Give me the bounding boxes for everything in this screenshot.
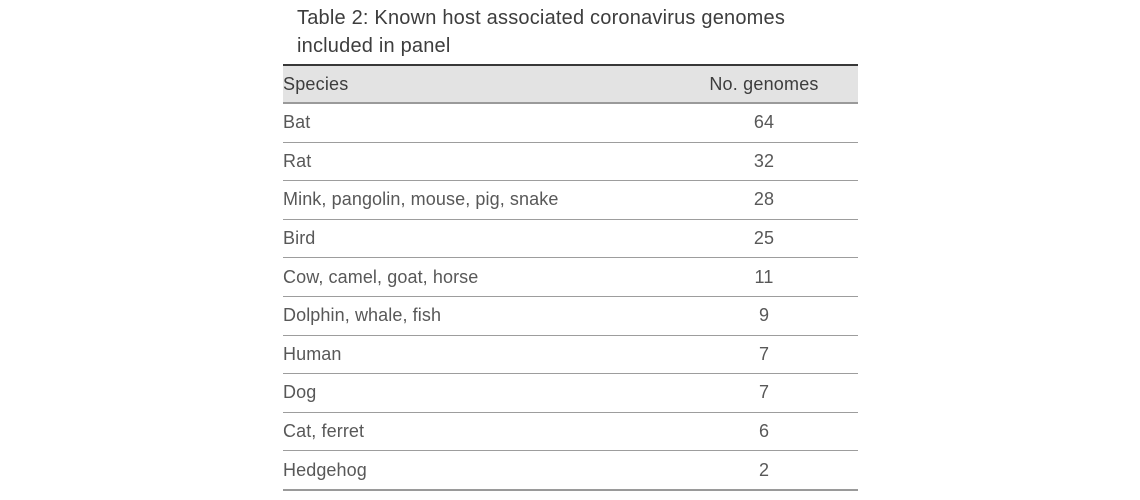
table-header: Species No. genomes bbox=[283, 65, 858, 104]
species-cell: Mink, pangolin, mouse, pig, snake bbox=[283, 180, 670, 220]
species-cell: Rat bbox=[283, 142, 670, 182]
table-row: Mink, pangolin, mouse, pig, snake 28 bbox=[283, 180, 858, 220]
column-header-genomes: No. genomes bbox=[670, 65, 858, 104]
species-cell: Dolphin, whale, fish bbox=[283, 296, 670, 336]
header-row: Species No. genomes bbox=[283, 65, 858, 104]
table-row: Hedgehog 2 bbox=[283, 451, 858, 490]
species-cell: Hedgehog bbox=[283, 459, 367, 480]
table-row: Bird 25 bbox=[283, 219, 858, 259]
genome-count-cell: 11 bbox=[670, 257, 858, 297]
species-cell: Dog bbox=[283, 373, 670, 413]
genome-count-cell: 9 bbox=[670, 296, 858, 336]
table-caption: Table 2: Known host associated coronavir… bbox=[297, 7, 786, 57]
table-row: Rat 32 bbox=[283, 142, 858, 182]
species-cell: Cow, camel, goat, horse bbox=[283, 257, 670, 297]
genome-count-cell: 7 bbox=[670, 373, 858, 413]
species-cell: Human bbox=[283, 335, 670, 375]
column-header-species: Species bbox=[283, 65, 670, 104]
genome-count-cell: 28 bbox=[670, 180, 858, 220]
table-row: Dog 7 bbox=[283, 373, 858, 413]
genomes-table: Species No. genomes Bat 64 Rat 32 Mink, pang… bbox=[283, 64, 858, 491]
table-row: Dolphin, whale, fish 9 bbox=[283, 296, 858, 336]
table-row: Human 7 bbox=[283, 335, 858, 375]
genome-count-cell: 7 bbox=[670, 335, 858, 375]
table-row: Cow, camel, goat, horse 11 bbox=[283, 257, 858, 297]
species-cell: Bird bbox=[283, 219, 670, 259]
species-cell: Cat, ferret bbox=[283, 412, 670, 452]
genome-count-cell: 25 bbox=[670, 219, 858, 259]
genome-count-cell: 32 bbox=[670, 142, 858, 182]
table-card: Table 2: Known host associated coronavir… bbox=[283, 4, 858, 491]
species-cell: Bat bbox=[283, 103, 670, 143]
table-row: Cat, ferret 6 bbox=[283, 412, 858, 452]
genome-count-cell: 64 bbox=[670, 103, 858, 143]
genome-count-cell: 2 bbox=[758, 459, 770, 480]
genome-count-cell: 6 bbox=[670, 412, 858, 452]
table-row: Bat 64 bbox=[283, 103, 858, 143]
table-body: Bat 64 Rat 32 Mink, pangolin, mouse, pig, sn… bbox=[283, 103, 858, 490]
